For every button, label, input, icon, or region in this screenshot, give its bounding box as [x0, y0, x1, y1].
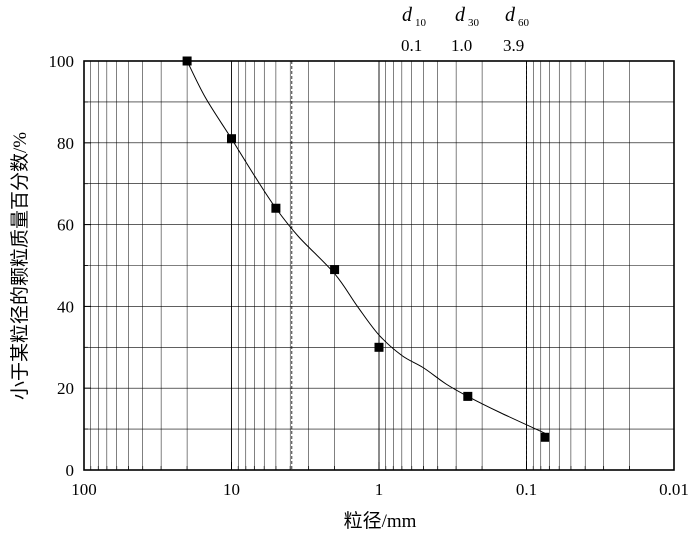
data-point — [227, 134, 236, 144]
x-tick-label: 1 — [375, 480, 384, 499]
annotation-d30: d 30 1.0 — [451, 4, 480, 55]
y-axis-title: 小于某粒径的颗粒质量百分数/% — [9, 132, 31, 400]
fitted-curve — [186, 60, 546, 434]
data-points — [182, 56, 550, 442]
data-point — [463, 391, 473, 401]
data-point — [182, 56, 192, 66]
annotation-d10-subscript: 10 — [415, 17, 427, 29]
annotation-d10-value: 0.1 — [401, 36, 422, 55]
x-tick-label: 10 — [223, 480, 240, 499]
x-tick-label: 0.1 — [516, 480, 537, 499]
annotation-d60-value: 3.9 — [503, 36, 524, 55]
x-axis-title: 粒径/mm — [344, 510, 417, 532]
data-point — [374, 342, 384, 352]
y-tick-label: 20 — [57, 379, 74, 398]
y-tick-label: 80 — [57, 134, 74, 153]
y-tick-label: 60 — [57, 216, 74, 235]
data-point — [271, 203, 281, 213]
annotation-d30-value: 1.0 — [451, 36, 472, 55]
annotation-d60-subscript: 60 — [518, 17, 530, 29]
annotation-d10-symbol: d — [402, 4, 413, 26]
annotation-d60-symbol: d — [505, 4, 516, 26]
annotation-d10: d 10 0.1 — [401, 4, 427, 55]
y-tick-label: 100 — [49, 52, 75, 71]
y-axis-ticks: 0 20 40 60 80 100 — [49, 52, 91, 480]
annotation-d60: d 60 3.9 — [503, 4, 530, 55]
annotation-d30-subscript: 30 — [468, 17, 480, 29]
y-tick-label: 0 — [66, 461, 75, 480]
data-point — [330, 265, 340, 275]
data-point — [540, 432, 550, 442]
x-axis-ticks: 100 10 1 0.1 0.01 — [71, 462, 689, 499]
x-tick-label: 100 — [71, 480, 97, 499]
y-tick-label: 40 — [57, 297, 74, 316]
annotation-d30-symbol: d — [455, 4, 466, 26]
reference-lines — [291, 61, 527, 470]
x-tick-label: 0.01 — [659, 480, 689, 499]
grid — [84, 61, 675, 470]
